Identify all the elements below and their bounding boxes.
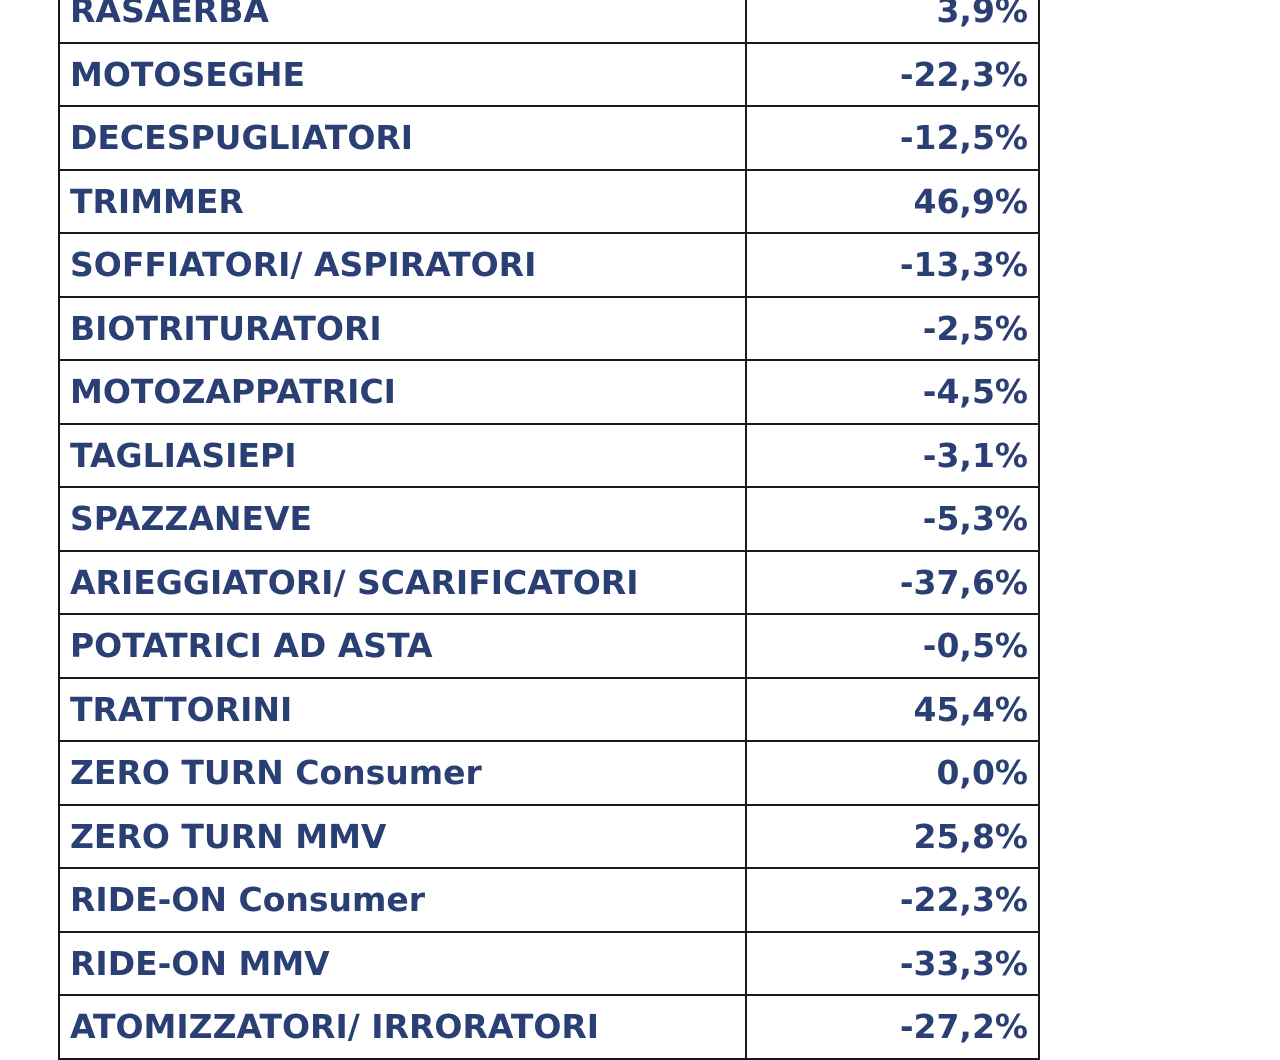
table-row: TAGLIASIEPI -3,1% (58, 422, 1040, 488)
category-name-cell: ATOMIZZATORI/ IRRORATORI (58, 994, 747, 1060)
table-row: SOFFIATORI/ ASPIRATORI -13,3% (58, 232, 1040, 298)
category-name-cell: POTATRICI AD ASTA (58, 613, 747, 679)
category-name-cell: RIDE-ON Consumer (58, 867, 747, 933)
table-row: MOTOSEGHE -22,3% (58, 41, 1040, 107)
percent-change-cell: -2,5% (745, 295, 1040, 361)
percent-change-cell: 45,4% (745, 676, 1040, 742)
percent-change-cell: -33,3% (745, 930, 1040, 996)
category-name-cell: TRIMMER (58, 168, 747, 234)
category-name-cell: SPAZZANEVE (58, 486, 747, 552)
table-row: ZERO TURN Consumer 0,0% (58, 740, 1040, 806)
percent-change-cell: -37,6% (745, 549, 1040, 615)
category-name-cell: DECESPUGLIATORI (58, 105, 747, 171)
category-name-cell: SOFFIATORI/ ASPIRATORI (58, 232, 747, 298)
table-row: POTATRICI AD ASTA -0,5% (58, 613, 1040, 679)
category-change-table: RASAERBA 3,9% MOTOSEGHE -22,3% DECESPUGL… (58, 0, 1040, 1060)
table-row: ARIEGGIATORI/ SCARIFICATORI -37,6% (58, 549, 1040, 615)
percent-change-cell: 0,0% (745, 740, 1040, 806)
percent-change-cell: -0,5% (745, 613, 1040, 679)
category-name-cell: ZERO TURN Consumer (58, 740, 747, 806)
percent-change-cell: -5,3% (745, 486, 1040, 552)
category-name-cell: RIDE-ON MMV (58, 930, 747, 996)
table-row: RASAERBA 3,9% (58, 0, 1040, 44)
percent-change-cell: -22,3% (745, 41, 1040, 107)
table-row: MOTOZAPPATRICI -4,5% (58, 359, 1040, 425)
table-row: ATOMIZZATORI/ IRRORATORI -27,2% (58, 994, 1040, 1060)
category-name-cell: MOTOZAPPATRICI (58, 359, 747, 425)
percent-change-cell: 3,9% (745, 0, 1040, 44)
percent-change-cell: 25,8% (745, 803, 1040, 869)
table-row: DECESPUGLIATORI -12,5% (58, 105, 1040, 171)
percent-change-cell: -27,2% (745, 994, 1040, 1060)
table-row: TRATTORINI 45,4% (58, 676, 1040, 742)
table-row: SPAZZANEVE -5,3% (58, 486, 1040, 552)
table-row: TRIMMER 46,9% (58, 168, 1040, 234)
percent-change-cell: 46,9% (745, 168, 1040, 234)
percent-change-cell: -4,5% (745, 359, 1040, 425)
percent-change-cell: -13,3% (745, 232, 1040, 298)
table-row: ZERO TURN MMV 25,8% (58, 803, 1040, 869)
category-name-cell: ZERO TURN MMV (58, 803, 747, 869)
table-row: RIDE-ON Consumer -22,3% (58, 867, 1040, 933)
category-name-cell: TRATTORINI (58, 676, 747, 742)
category-name-cell: BIOTRITURATORI (58, 295, 747, 361)
table-row: RIDE-ON MMV -33,3% (58, 930, 1040, 996)
percent-change-cell: -12,5% (745, 105, 1040, 171)
category-name-cell: ARIEGGIATORI/ SCARIFICATORI (58, 549, 747, 615)
category-name-cell: TAGLIASIEPI (58, 422, 747, 488)
category-name-cell: MOTOSEGHE (58, 41, 747, 107)
percent-change-cell: -3,1% (745, 422, 1040, 488)
data-table-container: RASAERBA 3,9% MOTOSEGHE -22,3% DECESPUGL… (58, 0, 1040, 1060)
category-name-cell: RASAERBA (58, 0, 747, 44)
percent-change-cell: -22,3% (745, 867, 1040, 933)
table-row: BIOTRITURATORI -2,5% (58, 295, 1040, 361)
